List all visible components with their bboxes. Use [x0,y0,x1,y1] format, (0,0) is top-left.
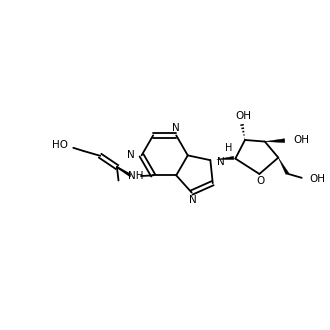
Text: N: N [217,157,225,167]
Text: HO: HO [52,140,69,149]
Text: N: N [127,150,135,160]
Polygon shape [265,139,285,143]
Text: OH: OH [235,111,251,121]
Text: N: N [172,123,180,133]
Text: OH: OH [294,135,310,145]
Text: H: H [225,143,232,153]
Text: NH: NH [128,171,143,181]
Text: N: N [189,195,197,205]
Text: OH: OH [309,175,325,184]
Text: O: O [256,176,264,186]
Polygon shape [278,158,289,175]
Polygon shape [217,156,234,159]
